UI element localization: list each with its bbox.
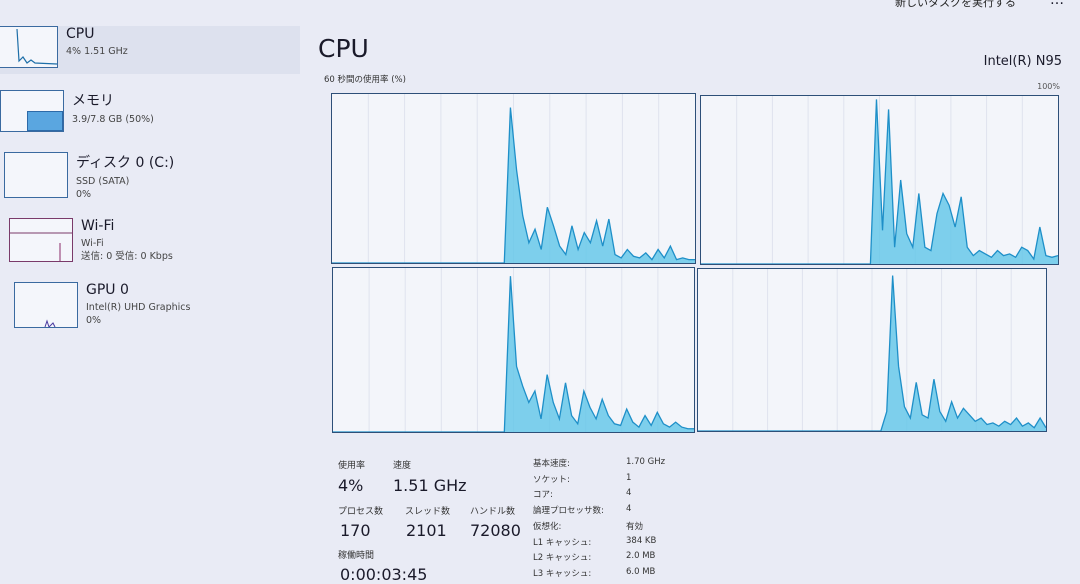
spec-key: コア: xyxy=(533,490,553,501)
item-sub: 4% 1.51 GHz xyxy=(66,46,128,57)
command-bar: 新しいタスクを実行する … xyxy=(0,0,1080,10)
usage-area xyxy=(333,276,694,432)
spec-value: 4 xyxy=(626,488,632,499)
item-sub: 0% xyxy=(76,189,92,200)
item-sub: Wi-Fi xyxy=(81,238,104,249)
spec-value: 2.0 MB xyxy=(626,551,656,562)
spec-value: 有効 xyxy=(626,521,644,532)
spec-value: 4 xyxy=(626,504,632,515)
sidebar-item-wifi[interactable]: Wi-Fi Wi-Fi 送信: 0 受信: 0 Kbps xyxy=(9,218,173,263)
speed-value: 1.51 GHz xyxy=(393,476,467,495)
core-graph-2 xyxy=(332,267,695,433)
item-name: ディスク 0 (C:) xyxy=(76,155,175,171)
sidebar-item-disk[interactable]: ディスク 0 (C:) SSD (SATA) 0% xyxy=(4,152,174,201)
sidebar-item-cpu[interactable]: CPU 4% 1.51 GHz xyxy=(0,26,300,74)
spec-value: 1.70 GHz xyxy=(626,457,666,467)
cpu-model: Intel(R) N95 xyxy=(983,54,1062,69)
graph-max-label: 100% xyxy=(1037,82,1060,91)
handle-value: 72080 xyxy=(470,521,521,540)
core-graph-3 xyxy=(697,268,1047,432)
cpu-thumbnail xyxy=(0,26,58,68)
gpu-thumbnail xyxy=(14,282,78,328)
run-new-task-button[interactable]: 新しいタスクを実行する xyxy=(895,0,1016,9)
uptime-label: 稼働時間 xyxy=(338,551,375,561)
item-name: GPU 0 xyxy=(86,282,129,298)
item-name: Wi-Fi xyxy=(81,218,115,234)
graph-label: 60 秒間の使用率 (%) xyxy=(324,75,406,85)
core-graph-0 xyxy=(331,93,696,264)
spec-key: L3 キャッシュ: xyxy=(533,568,592,579)
spec-key: 仮想化: xyxy=(533,521,562,532)
usage-area xyxy=(332,107,695,263)
disk-thumbnail xyxy=(4,152,68,198)
spec-key: L1 キャッシュ: xyxy=(533,537,592,548)
spec-value: 1 xyxy=(626,472,632,483)
process-value: 170 xyxy=(340,521,371,540)
more-options-button[interactable]: … xyxy=(1050,0,1064,8)
usage-line xyxy=(701,99,1058,264)
spec-key: ソケット: xyxy=(533,474,570,485)
core-graph-svg xyxy=(698,269,1046,431)
item-sub: SSD (SATA) xyxy=(76,176,130,187)
core-graph-svg xyxy=(701,96,1058,264)
spec-key: 基本速度: xyxy=(533,459,570,469)
memory-thumbnail xyxy=(0,90,64,132)
handle-label: ハンドル数 xyxy=(470,507,516,517)
item-name: メモリ xyxy=(72,93,114,109)
item-name: CPU xyxy=(66,26,95,42)
core-graph-svg xyxy=(332,94,695,263)
item-sub: Intel(R) UHD Graphics xyxy=(86,302,191,313)
spec-value: 6.0 MB xyxy=(626,566,656,577)
usage-line xyxy=(333,276,694,432)
spec-key: L2 キャッシュ: xyxy=(533,553,592,564)
item-sub: 3.9/7.8 GB (50%) xyxy=(72,114,154,125)
core-graph-svg xyxy=(333,268,694,432)
wifi-thumbnail xyxy=(9,218,73,262)
usage-label: 使用率 xyxy=(338,461,366,471)
process-label: プロセス数 xyxy=(338,507,384,517)
sidebar-item-gpu[interactable]: GPU 0 Intel(R) UHD Graphics 0% xyxy=(14,282,190,328)
thread-value: 2101 xyxy=(406,521,447,540)
core-graph-1 xyxy=(700,95,1059,265)
usage-line xyxy=(332,107,695,263)
page-title: CPU xyxy=(318,34,369,63)
usage-line xyxy=(698,275,1046,431)
sidebar-item-memory[interactable]: メモリ 3.9/7.8 GB (50%) xyxy=(0,90,154,132)
item-sub: 0% xyxy=(86,315,102,326)
spec-value: 384 KB xyxy=(626,535,657,546)
usage-area xyxy=(701,99,1058,264)
speed-label: 速度 xyxy=(393,461,412,471)
usage-value: 4% xyxy=(338,476,364,495)
item-sub: 送信: 0 受信: 0 Kbps xyxy=(81,251,173,262)
thread-label: スレッド数 xyxy=(405,507,451,517)
uptime-value: 0:00:03:45 xyxy=(340,565,428,584)
spec-key: 論理プロセッサ数: xyxy=(533,506,604,517)
